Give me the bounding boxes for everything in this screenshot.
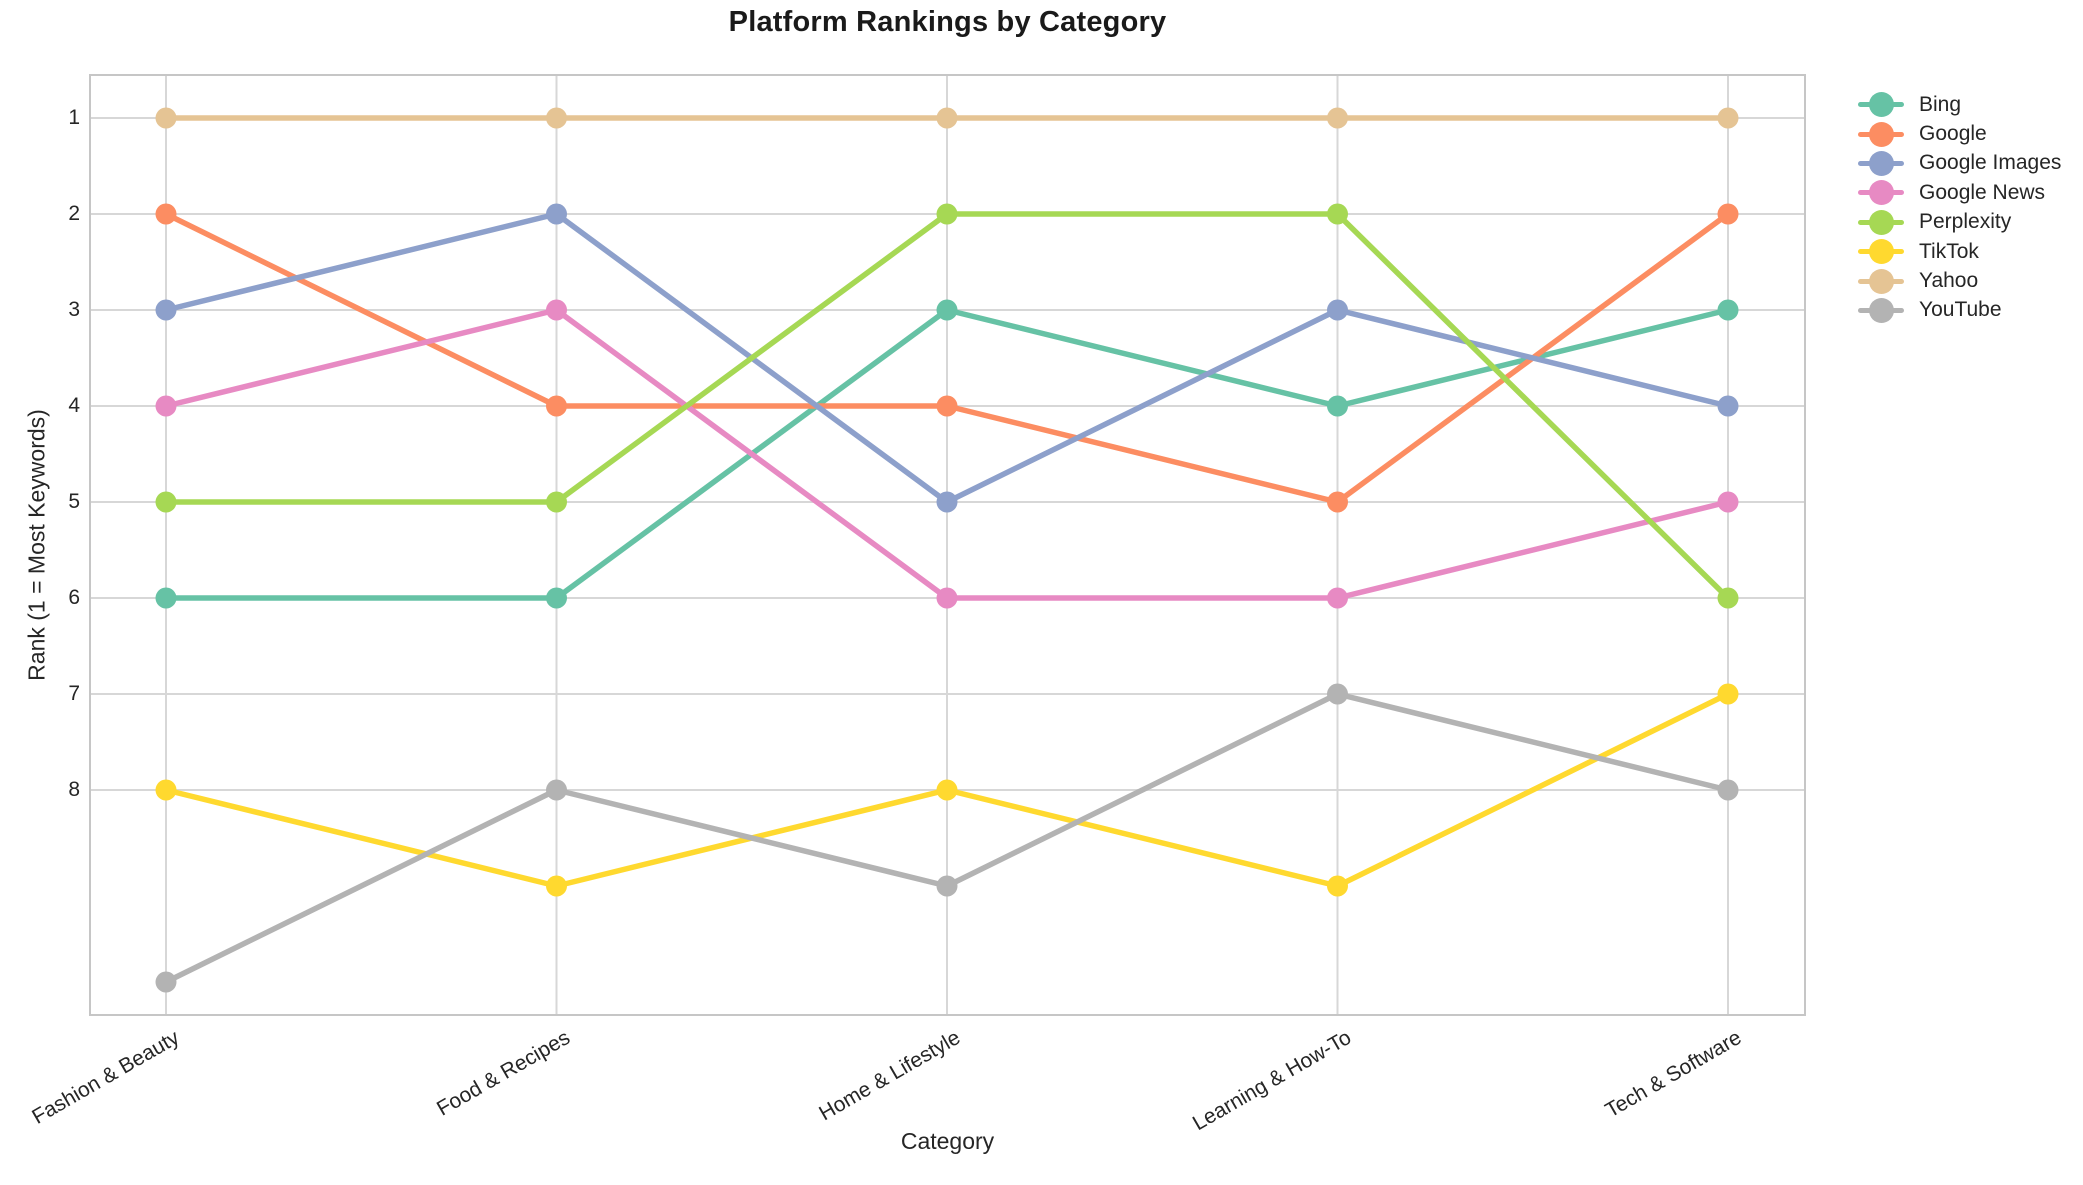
legend-marker-google-images-icon (1858, 150, 1904, 176)
data-point-youtube-fashion-beauty (155, 971, 177, 993)
data-point-yahoo-learning-how-to (1327, 107, 1348, 129)
legend-label-google-news: Google News (1919, 180, 2046, 204)
y-axis-label: Rank (1 = Most Keywords) (23, 409, 50, 681)
legend-dot-youtube (1868, 297, 1894, 323)
legend-item-bing: Bing (1858, 90, 2061, 119)
x-axis-label: Category (900, 1128, 995, 1154)
data-point-google-images-tech-software (1717, 395, 1739, 417)
data-point-yahoo-home-lifestyle (936, 107, 958, 129)
data-point-tiktok-learning-how-to (1327, 875, 1348, 897)
data-point-google-home-lifestyle (936, 395, 958, 417)
data-point-google-news-tech-software (1717, 491, 1739, 513)
y-tick-label-8: 8 (68, 778, 80, 801)
legend-marker-youtube-icon (1858, 297, 1904, 323)
data-point-google-images-fashion-beauty (155, 299, 177, 321)
y-tick-label-6: 6 (68, 586, 80, 609)
data-point-perplexity-learning-how-to (1327, 203, 1348, 225)
legend-dot-google (1868, 121, 1894, 147)
data-point-bing-food-recipes (546, 587, 567, 609)
data-point-youtube-tech-software (1717, 779, 1739, 801)
legend-dot-perplexity (1868, 209, 1894, 235)
data-point-tiktok-tech-software (1717, 683, 1739, 705)
data-point-google-news-home-lifestyle (936, 587, 958, 609)
legend-marker-perplexity-icon (1858, 209, 1904, 235)
y-tick-label-1: 1 (68, 106, 80, 129)
data-point-google-news-fashion-beauty (155, 395, 177, 417)
data-point-google-tech-software (1717, 203, 1739, 225)
legend-marker-yahoo-icon (1858, 268, 1904, 294)
data-point-bing-learning-how-to (1327, 395, 1348, 417)
legend-marker-google-icon (1858, 121, 1904, 147)
data-point-tiktok-food-recipes (546, 875, 567, 897)
axes-spines (89, 74, 1806, 1016)
legend-dot-yahoo (1868, 268, 1894, 294)
legend-marker-tiktok-icon (1858, 239, 1904, 265)
y-tick-label-7: 7 (68, 682, 80, 705)
data-point-perplexity-fashion-beauty (155, 491, 177, 513)
legend-dot-tiktok (1868, 239, 1894, 265)
data-point-google-fashion-beauty (155, 203, 177, 225)
data-point-youtube-food-recipes (546, 779, 567, 801)
data-point-google-news-learning-how-to (1327, 587, 1348, 609)
data-point-youtube-learning-how-to (1327, 683, 1348, 705)
data-point-youtube-home-lifestyle (936, 875, 958, 897)
y-tick-label-3: 3 (68, 298, 80, 321)
data-point-perplexity-home-lifestyle (936, 203, 958, 225)
legend-item-perplexity: Perplexity (1858, 208, 2061, 237)
y-tick-label-5: 5 (68, 490, 80, 513)
legend-marker-google-news-icon (1858, 180, 1904, 206)
data-point-bing-home-lifestyle (936, 299, 958, 321)
data-point-tiktok-fashion-beauty (155, 779, 177, 801)
legend-item-google-news: Google News (1858, 178, 2061, 207)
legend-dot-google-news (1868, 180, 1894, 206)
data-point-yahoo-tech-software (1717, 107, 1739, 129)
legend-item-google-images: Google Images (1858, 149, 2061, 178)
data-point-google-images-food-recipes (546, 203, 567, 225)
legend-dot-google-images (1868, 150, 1894, 176)
legend-label-yahoo: Yahoo (1919, 269, 1979, 293)
legend-dot-bing (1868, 92, 1894, 118)
legend-label-bing: Bing (1919, 92, 1962, 116)
legend-item-youtube: YouTube (1858, 296, 2061, 325)
data-point-google-learning-how-to (1327, 491, 1348, 513)
legend-label-google-images: Google Images (1919, 151, 2062, 175)
legend-label-perplexity: Perplexity (1919, 210, 2012, 234)
data-point-google-images-learning-how-to (1327, 299, 1348, 321)
chart-title: Platform Rankings by Category (728, 6, 1167, 38)
legend: Bing Google Google Images Google News Perple… (1858, 90, 2061, 325)
legend-item-tiktok: TikTok (1858, 237, 2061, 266)
data-point-google-images-home-lifestyle (936, 491, 958, 513)
data-point-perplexity-food-recipes (546, 491, 567, 513)
data-point-yahoo-food-recipes (546, 107, 567, 129)
legend-label-youtube: YouTube (1919, 298, 2002, 322)
legend-label-google: Google (1919, 122, 1987, 146)
y-tick-label-4: 4 (68, 394, 80, 417)
data-point-perplexity-tech-software (1717, 587, 1739, 609)
data-point-google-food-recipes (546, 395, 567, 417)
data-point-yahoo-fashion-beauty (155, 107, 177, 129)
data-point-bing-tech-software (1717, 299, 1739, 321)
legend-label-tiktok: TikTok (1919, 239, 1979, 263)
legend-item-google: Google (1858, 119, 2061, 148)
y-tick-label-2: 2 (68, 202, 80, 225)
data-point-tiktok-home-lifestyle (936, 779, 958, 801)
data-point-bing-fashion-beauty (155, 587, 177, 609)
legend-item-yahoo: Yahoo (1858, 266, 2061, 295)
data-point-google-news-food-recipes (546, 299, 567, 321)
legend-marker-bing-icon (1858, 92, 1904, 118)
